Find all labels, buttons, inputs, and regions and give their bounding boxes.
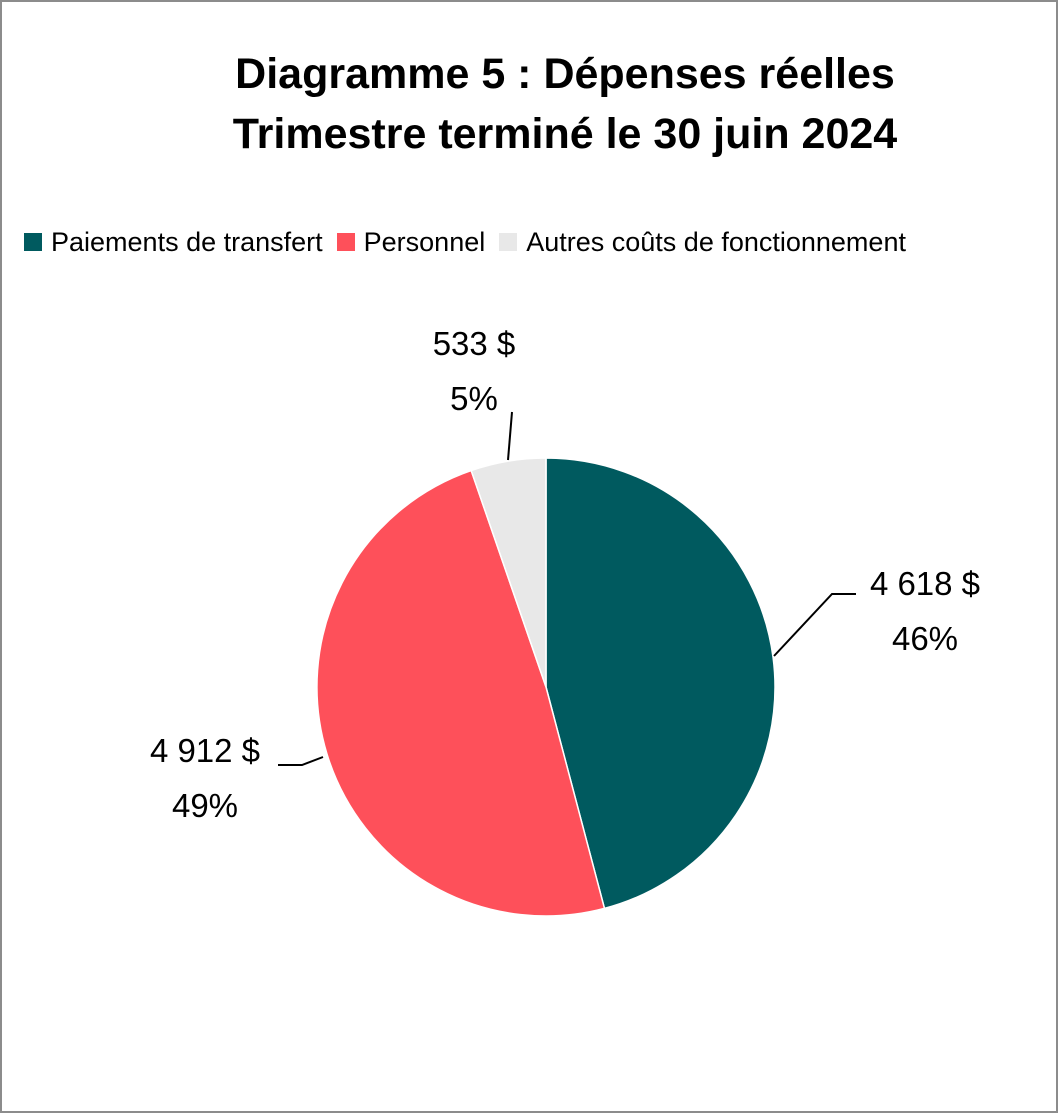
pie-slice-paiements-de-transfert <box>545 457 776 910</box>
legend-label-personnel: Personnel <box>363 226 486 257</box>
legend-item-autres-couts: Autres coûts de fonctionnement <box>499 227 906 258</box>
data-label-percent-paiements-de-transfert: 46% <box>892 620 958 657</box>
leader-line-personnel <box>278 756 324 766</box>
leader-line-paiements-de-transfert <box>773 593 856 657</box>
legend-label-paiements-de-transfert: Paiements de transfert <box>51 226 323 257</box>
legend-label-autres-couts: Autres coûts de fonctionnement <box>526 226 906 257</box>
legend-swatch-autres-couts <box>499 233 518 251</box>
legend-item-paiements-de-transfert: Paiements de transfert <box>24 227 323 258</box>
pie-slice-autres-couts <box>470 457 547 688</box>
legend-item-personnel: Personnel <box>336 226 486 258</box>
data-label-percent-personnel: 49% <box>172 787 238 824</box>
chart-title-line: Diagramme 5 : Dépenses réelles <box>235 50 895 98</box>
pie-slice-personnel <box>316 469 606 917</box>
legend: Paiements de transfert Personnel Autres … <box>24 222 906 262</box>
data-label-value-paiements-de-transfert: 4 618 $ <box>870 565 980 602</box>
data-label-percent-autres-couts: 5% <box>450 380 498 417</box>
chart-title: Diagramme 5 : Dépenses réelles Trimestre… <box>0 44 1058 164</box>
data-label-value-personnel: 4 912 $ <box>150 732 260 769</box>
legend-swatch-paiements-de-transfert <box>24 233 42 251</box>
legend-swatch-personnel <box>336 233 355 251</box>
leader-line-autres-couts <box>507 411 513 461</box>
chart-subtitle-line: Trimestre terminé le 30 juin 2024 <box>232 110 898 158</box>
data-label-value-autres-couts: 533 $ <box>433 325 516 362</box>
